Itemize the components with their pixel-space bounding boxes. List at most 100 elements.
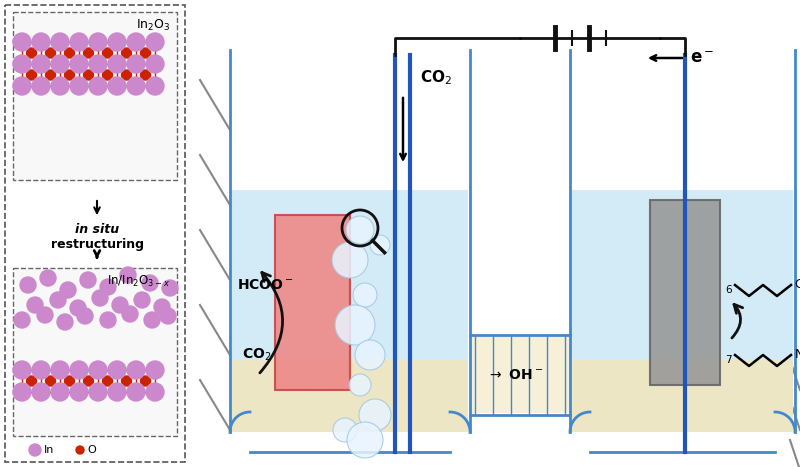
Circle shape [108, 77, 126, 95]
Text: CO$_2$: CO$_2$ [242, 347, 271, 363]
Circle shape [65, 70, 74, 80]
Circle shape [46, 48, 55, 58]
Circle shape [346, 216, 374, 244]
Circle shape [122, 70, 131, 80]
Circle shape [37, 307, 53, 323]
Circle shape [32, 33, 50, 51]
Circle shape [332, 242, 368, 278]
Bar [650, 200, 720, 385]
Bar [13, 12, 177, 180]
Circle shape [108, 361, 126, 379]
Circle shape [333, 418, 357, 442]
Circle shape [14, 312, 30, 328]
Circle shape [347, 422, 383, 458]
Text: In: In [44, 445, 54, 455]
FancyArrowPatch shape [732, 304, 742, 338]
Circle shape [127, 361, 145, 379]
Circle shape [20, 277, 36, 293]
Bar [470, 337, 570, 413]
Circle shape [146, 361, 164, 379]
Circle shape [120, 267, 136, 283]
Text: 6: 6 [726, 285, 732, 295]
Circle shape [146, 33, 164, 51]
Circle shape [141, 376, 150, 386]
Circle shape [102, 376, 113, 386]
Text: O: O [87, 445, 96, 455]
Text: NH$_2$: NH$_2$ [794, 347, 800, 362]
Circle shape [46, 70, 55, 80]
Circle shape [108, 33, 126, 51]
Text: CN: CN [794, 278, 800, 291]
Circle shape [122, 306, 138, 322]
Circle shape [76, 446, 84, 454]
Text: 7: 7 [726, 355, 732, 365]
Bar [232, 360, 468, 432]
Circle shape [50, 292, 66, 308]
Circle shape [32, 383, 50, 401]
Circle shape [26, 376, 37, 386]
Circle shape [83, 376, 94, 386]
Circle shape [335, 305, 375, 345]
Circle shape [142, 275, 158, 291]
Circle shape [77, 308, 93, 324]
Bar [275, 215, 350, 390]
Circle shape [70, 55, 88, 73]
Circle shape [127, 55, 145, 73]
Circle shape [92, 290, 108, 306]
Circle shape [70, 361, 88, 379]
Circle shape [127, 383, 145, 401]
Circle shape [100, 279, 116, 295]
Circle shape [32, 77, 50, 95]
Circle shape [13, 383, 31, 401]
Circle shape [122, 48, 131, 58]
Circle shape [40, 270, 56, 286]
Bar [13, 268, 177, 436]
Circle shape [13, 55, 31, 73]
Text: in situ: in situ [75, 223, 119, 236]
Circle shape [32, 55, 50, 73]
Circle shape [134, 292, 150, 308]
Bar [572, 360, 793, 432]
Circle shape [89, 33, 107, 51]
Circle shape [102, 48, 113, 58]
Circle shape [89, 361, 107, 379]
Text: restructuring: restructuring [50, 238, 143, 251]
Circle shape [80, 272, 96, 288]
Circle shape [57, 314, 73, 330]
Circle shape [154, 299, 170, 315]
Circle shape [141, 48, 150, 58]
Circle shape [141, 70, 150, 80]
Circle shape [70, 383, 88, 401]
Circle shape [60, 282, 76, 298]
Text: In/In$_2$O$_{3-x}$: In/In$_2$O$_{3-x}$ [107, 274, 170, 289]
Circle shape [70, 33, 88, 51]
Circle shape [26, 48, 37, 58]
Text: e$^-$: e$^-$ [690, 49, 714, 67]
Circle shape [127, 77, 145, 95]
Circle shape [51, 77, 69, 95]
Circle shape [83, 48, 94, 58]
Circle shape [353, 283, 377, 307]
Circle shape [51, 55, 69, 73]
Circle shape [70, 300, 86, 316]
Circle shape [89, 77, 107, 95]
Circle shape [46, 376, 55, 386]
Circle shape [108, 383, 126, 401]
Circle shape [370, 235, 390, 255]
Circle shape [127, 33, 145, 51]
Circle shape [13, 77, 31, 95]
Circle shape [51, 383, 69, 401]
Bar [5, 5, 185, 462]
Circle shape [144, 312, 160, 328]
Circle shape [89, 55, 107, 73]
Circle shape [146, 77, 164, 95]
Circle shape [65, 376, 74, 386]
Circle shape [26, 70, 37, 80]
Circle shape [349, 374, 371, 396]
Circle shape [65, 48, 74, 58]
Bar [572, 190, 793, 432]
Circle shape [108, 55, 126, 73]
Circle shape [160, 308, 176, 324]
Circle shape [102, 70, 113, 80]
Circle shape [51, 33, 69, 51]
